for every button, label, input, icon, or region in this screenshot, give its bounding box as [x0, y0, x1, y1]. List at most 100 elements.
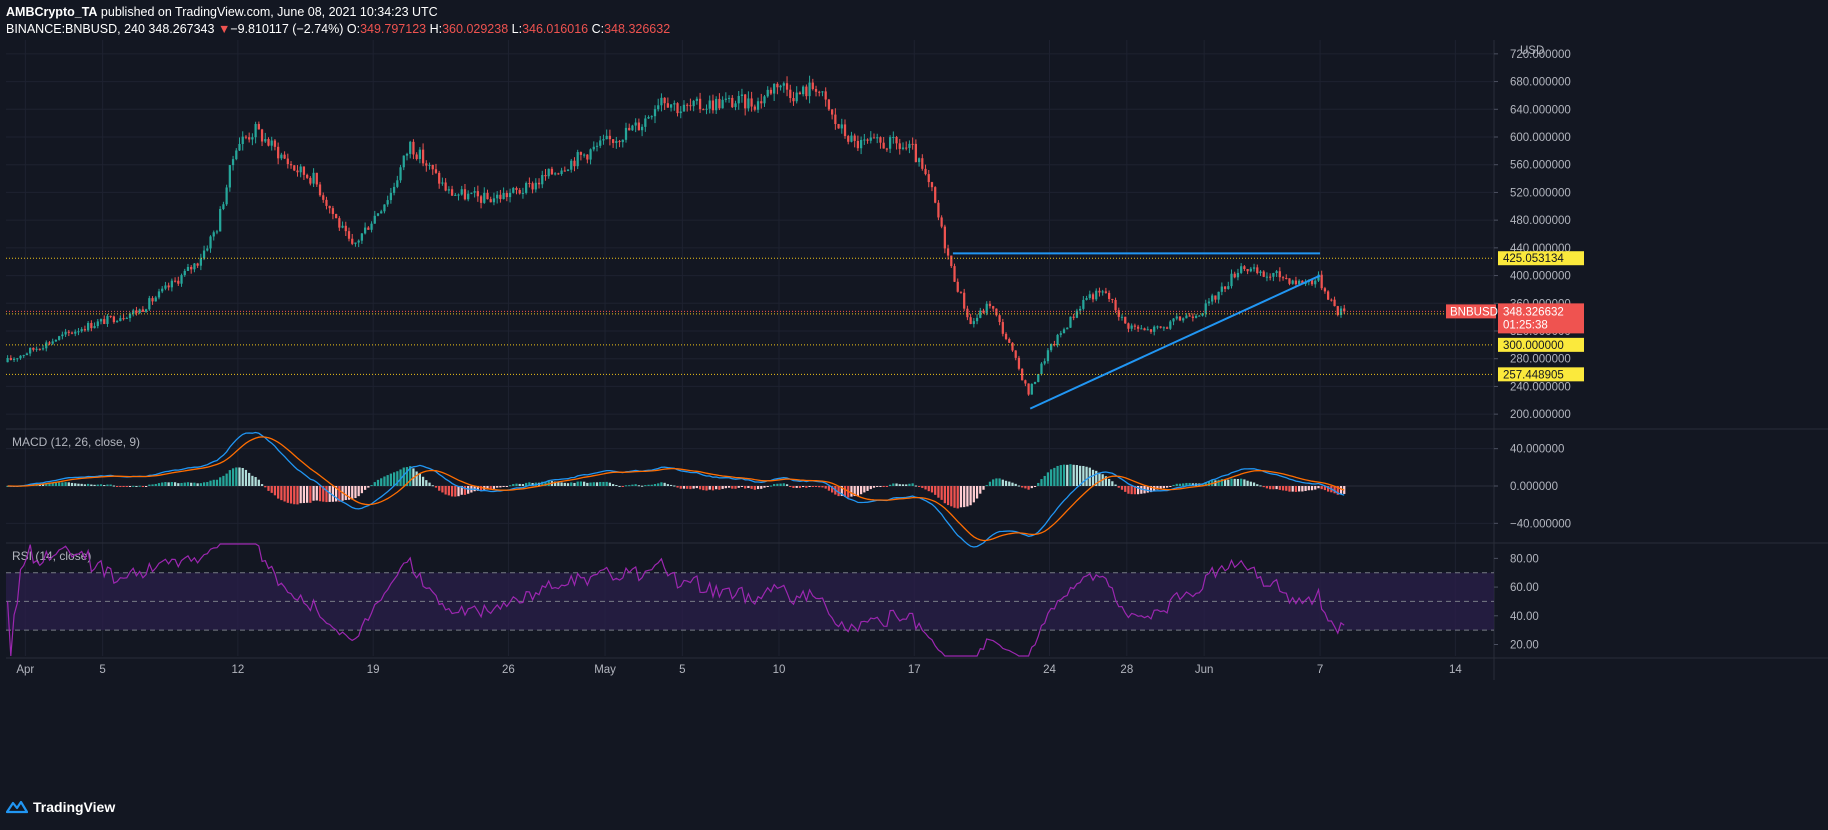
candle: [309, 177, 312, 184]
candle: [666, 103, 669, 108]
macd-histogram-bar: [554, 481, 557, 486]
candle: [457, 194, 460, 196]
candle: [985, 303, 988, 313]
candle: [689, 105, 692, 107]
candle: [573, 160, 576, 167]
candle: [41, 348, 45, 350]
macd-histogram-bar: [1262, 486, 1265, 488]
candle: [512, 187, 515, 193]
macd-histogram-bar: [521, 484, 525, 486]
macd-histogram-bar: [122, 486, 125, 487]
candle: [409, 141, 412, 154]
candle: [1230, 273, 1233, 287]
high-value: 360.029238: [442, 22, 509, 36]
macd-histogram-bar: [138, 485, 141, 487]
macd-histogram-bar: [363, 486, 367, 490]
macd-histogram-bar: [132, 485, 135, 487]
macd-histogram-bar: [1001, 479, 1004, 486]
candle: [1317, 274, 1320, 281]
macd-histogram-bar: [289, 486, 293, 504]
rsi-title: RSI (14, close): [12, 549, 91, 563]
candle: [58, 336, 61, 340]
candle: [1288, 278, 1291, 284]
candle: [357, 240, 360, 243]
candle: [663, 97, 666, 104]
macd-histogram-bar: [386, 475, 389, 486]
macd-histogram-bar: [392, 472, 396, 486]
rsi-tick-label: 80.00: [1510, 553, 1539, 565]
rsi-axis: 80.00 60.00 40.00 20.00: [1494, 553, 1539, 652]
macd-histogram-bar: [228, 470, 231, 486]
candle: [1107, 292, 1111, 299]
candle: [186, 266, 190, 271]
macd-histogram-bar: [740, 486, 744, 488]
candle: [737, 95, 740, 104]
candle: [383, 204, 386, 212]
macd-histogram-bar: [676, 486, 679, 488]
candle: [1159, 326, 1162, 328]
candle: [228, 165, 231, 188]
macd-histogram-bar: [1278, 486, 1281, 490]
time-tick-label: 10: [773, 664, 786, 676]
macd-histogram-bar: [818, 486, 821, 488]
candle: [338, 218, 341, 228]
macd-histogram-bar: [570, 482, 573, 486]
change-down-icon: ▼: [217, 22, 231, 36]
candle: [1343, 308, 1346, 312]
candle: [167, 285, 170, 288]
macd-histogram-bar: [1169, 486, 1172, 487]
candle: [1149, 329, 1153, 332]
level-tag-label: 300.000000: [1503, 340, 1564, 352]
macd-histogram-bar: [805, 486, 808, 488]
symbol-label[interactable]: BINANCE:BNBUSD, 240: [6, 22, 145, 36]
macd-histogram-bar: [64, 482, 67, 486]
candle: [1059, 333, 1062, 335]
candle: [45, 342, 48, 349]
macd-histogram-bar: [325, 486, 328, 503]
candle: [647, 117, 650, 119]
macd-histogram-bar: [1298, 486, 1301, 492]
candle: [1075, 310, 1079, 318]
macd-histogram-bar: [106, 484, 109, 486]
macd-histogram-bar: [173, 482, 177, 486]
candle: [1169, 321, 1172, 329]
candle: [1001, 322, 1004, 334]
macd-histogram-bar: [1079, 465, 1082, 486]
candle: [898, 143, 901, 149]
footer-brand[interactable]: TradingView: [6, 799, 115, 815]
author-name[interactable]: AMBCrypto_TA: [6, 5, 98, 19]
macd-histogram-bar: [669, 484, 673, 486]
macd-histogram-bar: [296, 486, 299, 505]
macd-histogram-bar: [328, 486, 331, 502]
macd-histogram-bar: [1246, 480, 1249, 486]
candle: [450, 189, 454, 196]
macd-histogram-bar: [1091, 469, 1095, 486]
candle: [1320, 274, 1323, 289]
candle: [1198, 315, 1201, 317]
candle: [579, 152, 583, 155]
candle: [402, 155, 405, 168]
macd-histogram-bar: [54, 482, 58, 486]
candle: [914, 143, 917, 163]
candle: [190, 266, 193, 270]
close-value: 348.326632: [604, 22, 671, 36]
macd-histogram-bar: [112, 485, 116, 487]
candle: [1259, 271, 1262, 274]
rsi-line: [7, 543, 1345, 657]
macd-histogram-bar: [901, 484, 905, 486]
macd-histogram-bar: [206, 482, 209, 486]
macd-histogram-bar: [154, 483, 157, 486]
time-tick-label: 17: [908, 664, 921, 676]
macd-histogram-bar: [840, 486, 843, 496]
macd-histogram-bar: [476, 486, 479, 491]
macd-histogram-bar: [531, 482, 534, 486]
macd-histogram-bar: [979, 486, 982, 494]
macd-histogram-bar: [814, 486, 818, 487]
candle: [99, 319, 103, 322]
candle: [286, 158, 289, 165]
candle: [1252, 267, 1256, 269]
macd-histogram-bar: [692, 486, 695, 489]
macd-histogram-bar: [963, 486, 966, 508]
candle: [966, 308, 969, 318]
